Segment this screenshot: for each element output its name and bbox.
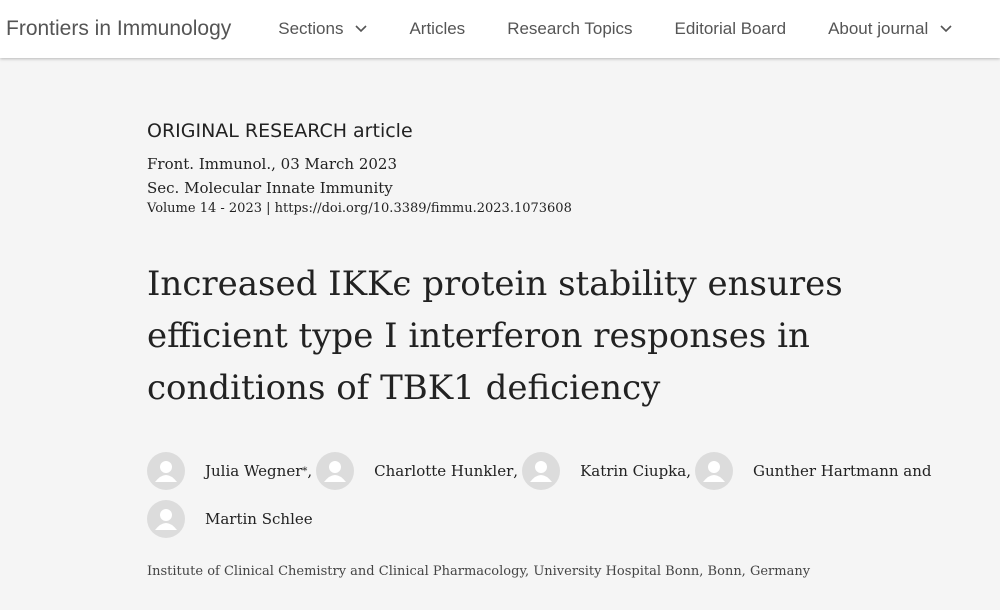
author-name[interactable]: Katrin Ciupka [580, 462, 687, 480]
journal-line: Front. Immunol., 03 March 2023 [147, 155, 397, 173]
author: Katrin Ciupka, [522, 452, 691, 490]
nav-item[interactable]: Editorial Board [675, 19, 787, 39]
nav-label[interactable]: Editorial Board [674, 19, 787, 38]
nav-label[interactable]: Articles [409, 19, 466, 38]
author-marker: * [302, 465, 308, 477]
volume-line: Volume 14 - 2023 | https://doi.org/10.33… [147, 201, 572, 216]
author-separator: , [307, 462, 313, 480]
author: Gunther Hartmann and [695, 452, 932, 490]
avatar [522, 452, 561, 490]
nav-label[interactable]: About journal [828, 19, 929, 38]
author-name[interactable]: Martin Schlee [205, 510, 313, 528]
author-name[interactable]: Julia Wegner [205, 462, 303, 480]
brand[interactable]: Frontiers in Immunology [6, 17, 232, 40]
authors: Julia Wegner *, Charlotte Hunkler, Katrin C… [147, 452, 947, 538]
author: Charlotte Hunkler, [316, 452, 518, 490]
article: ORIGINAL RESEARCH article Front. Immunol… [147, 120, 987, 579]
author-separator: , [686, 462, 691, 480]
author-name[interactable]: Gunther Hartmann [753, 462, 899, 480]
affiliation: Institute of Clinical Chemistry and Clin… [147, 564, 811, 579]
author-name[interactable]: Charlotte Hunkler [374, 462, 514, 480]
author: Martin Schlee [147, 500, 313, 538]
site-header: Frontiers in Immunology Sections Articles… [0, 0, 1000, 58]
avatar [147, 452, 185, 490]
avatar [316, 452, 355, 490]
author: Julia Wegner *, [147, 452, 312, 490]
avatar [147, 500, 185, 538]
nav-item[interactable]: Articles [409, 19, 465, 39]
nav-item[interactable]: Research Topics [507, 19, 632, 39]
nav-label[interactable]: Research Topics [507, 19, 633, 38]
section[interactable]: Sec. Molecular Innate Immunity [147, 179, 393, 197]
nav-item[interactable]: Sections [278, 19, 368, 39]
chevron [355, 25, 368, 33]
author-separator: , [513, 462, 519, 480]
chevron [940, 25, 952, 33]
article-title: Increased IKKϵ protein stability ensures… [147, 264, 843, 408]
nav: Sections Articles Research Topics Editorial… [257, 19, 973, 39]
avatar [695, 452, 733, 490]
author-separator: and [898, 462, 932, 480]
nav-item[interactable]: About journal [828, 19, 952, 39]
article-type: ORIGINAL RESEARCH article [147, 120, 413, 142]
nav-label[interactable]: Sections [278, 19, 344, 38]
